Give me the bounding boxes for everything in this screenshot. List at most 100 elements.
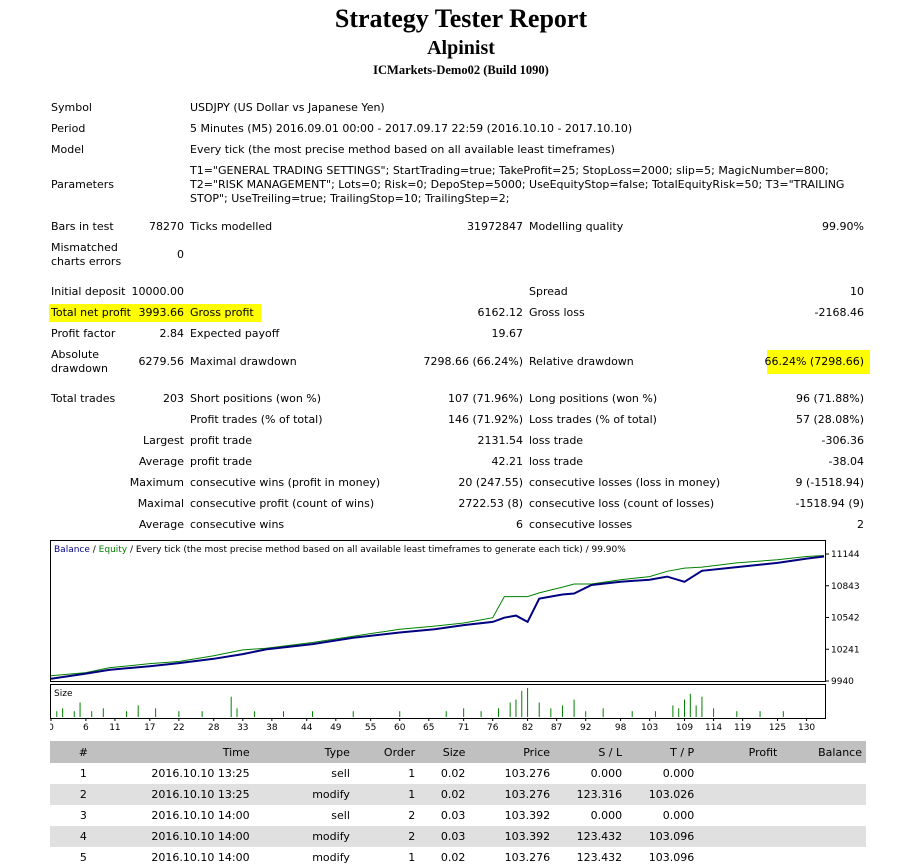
- table-cell: 123.432: [554, 826, 627, 847]
- absolute-drawdown-label-1: Absolute: [51, 348, 100, 361]
- profit-factor-value: 2.84: [159, 327, 185, 340]
- x-tick-label: 49: [330, 723, 342, 733]
- table-cell: [698, 847, 781, 868]
- table-cell: 0.000: [590, 809, 623, 822]
- parameters-label: Parameters: [51, 178, 114, 191]
- table-cell: [781, 805, 866, 826]
- x-tick-label: 6: [83, 723, 89, 733]
- mismatch-label-1: Mismatched: [51, 241, 118, 254]
- legend-balance: Balance: [54, 545, 90, 555]
- table-cell: sell: [331, 809, 350, 822]
- gross-loss-value: -2168.46: [814, 306, 864, 319]
- profit-trades-label: Profit trades (% of total): [190, 413, 323, 426]
- report-title: Strategy Tester Report: [334, 4, 588, 33]
- max-consecutive-wins-label: consecutive wins (profit in money): [190, 476, 381, 489]
- total-trades-label: Total trades: [51, 392, 116, 405]
- table-header-cell: Type: [253, 741, 354, 763]
- x-tick-label: 109: [676, 723, 693, 733]
- avg-consecutive-wins-label: consecutive wins: [190, 518, 285, 531]
- table-cell: 0.000: [662, 767, 695, 780]
- table-cell: 0.000: [590, 767, 623, 780]
- table-cell: 2: [408, 809, 416, 822]
- largest-loss-label: loss trade: [529, 434, 584, 447]
- volume-label: Size: [54, 689, 73, 699]
- table-cell: modify: [312, 851, 350, 864]
- x-tick-label: 17: [144, 723, 155, 733]
- table-cell: 1: [408, 767, 416, 780]
- table-cell: [698, 763, 781, 784]
- net-profit-label: Total net profit: [51, 306, 131, 319]
- x-tick-label: 114: [705, 723, 722, 733]
- spread-label: Spread: [529, 285, 568, 298]
- ticks-label: Ticks modelled: [190, 220, 273, 233]
- maximal-drawdown-label: Maximal drawdown: [190, 355, 297, 368]
- maximum-label: Maximum: [129, 476, 184, 489]
- table-row: 4 2016.10.10 14:00 modify 2 0.03 103.392 123.4…: [50, 826, 866, 847]
- table-header-cell: Profit: [698, 741, 782, 763]
- short-positions-value: 107 (71.96%): [447, 392, 523, 405]
- short-positions-label: Short positions (won %): [190, 392, 322, 405]
- x-tick-label: 87: [551, 723, 562, 733]
- table-cell: 0.03: [440, 809, 466, 822]
- spread-value: 10: [850, 285, 864, 298]
- balance-equity-chart: Balance / Equity / Every tick (the most …: [50, 540, 860, 733]
- maximal-label: Maximal: [137, 497, 184, 510]
- table-header-cell: Size: [419, 741, 470, 763]
- mismatch-label-2: charts errors: [51, 255, 122, 268]
- avg-consecutive-losses-label: consecutive losses: [529, 518, 633, 531]
- table-cell: 0.02: [419, 784, 470, 805]
- table-cell: 103.026: [626, 784, 699, 805]
- table-cell: 103.392: [469, 826, 555, 847]
- y-tick-label: 10241: [831, 645, 860, 655]
- table-cell: 1: [408, 851, 416, 864]
- max-consecutive-wins-value: 20 (247.55): [458, 476, 523, 489]
- relative-drawdown-highlight: [767, 350, 870, 374]
- x-tick-label: 92: [580, 723, 591, 733]
- expert-name: Alpinist: [427, 37, 495, 59]
- average-loss-value: -38.04: [828, 455, 864, 468]
- period-value: 5 Minutes (M5) 2016.09.01 00:00 - 2017.0…: [190, 122, 633, 135]
- loss-trades-label: Loss trades (% of total): [529, 413, 657, 426]
- bars-value: 78270: [149, 220, 184, 233]
- table-cell: 103.276: [504, 767, 551, 780]
- largest-label: Largest: [143, 434, 184, 447]
- x-tick-label: 55: [365, 723, 376, 733]
- x-tick-label: 0: [50, 723, 54, 733]
- table-cell: [781, 763, 866, 784]
- table-cell: 1: [353, 784, 420, 805]
- y-tick-label: 10843: [831, 582, 860, 592]
- table-header-cell: Balance: [781, 741, 866, 763]
- long-positions-value: 96 (71.88%): [795, 392, 864, 405]
- y-tick-label: 11144: [831, 550, 860, 560]
- table-cell: 2016.10.10 14:00: [116, 826, 254, 847]
- table-row: 5 2016.10.10 14:00 modify 1 0.02 103.276 123.4…: [50, 847, 866, 868]
- table-cell: 103.096: [626, 826, 699, 847]
- deposit-value: 10000.00: [131, 285, 185, 298]
- net-profit-highlight: [49, 304, 261, 322]
- table-cell: 0.02: [440, 851, 466, 864]
- average-label: Average: [138, 455, 184, 468]
- mismatch-value: 0: [177, 248, 184, 261]
- table-header-cell: #: [50, 741, 117, 763]
- table-header-cell: Order: [353, 741, 420, 763]
- table-cell: 103.276: [469, 784, 555, 805]
- largest-profit-label: profit trade: [190, 434, 253, 447]
- x-tick-label: 119: [734, 723, 751, 733]
- table-cell: 123.316: [554, 784, 627, 805]
- table-cell: modify: [253, 826, 354, 847]
- table-cell: 1: [79, 767, 87, 780]
- max-consecutive-losses-value: 9 (-1518.94): [795, 476, 864, 489]
- model-value: Every tick (the most precise method base…: [190, 143, 615, 156]
- x-tick-label: 60: [394, 723, 406, 733]
- max-consecutive-loss-value: -1518.94 (9): [795, 497, 864, 510]
- deposit-label: Initial deposit: [51, 285, 126, 298]
- table-cell: 123.432: [576, 851, 623, 864]
- average-profit-value: 42.21: [491, 455, 524, 468]
- x-tick-label: 44: [301, 723, 313, 733]
- largest-profit-value: 2131.54: [477, 434, 524, 447]
- legend-equity: Equity: [99, 545, 128, 555]
- expected-payoff-value: 19.67: [491, 327, 524, 340]
- average-profit-label: profit trade: [190, 455, 253, 468]
